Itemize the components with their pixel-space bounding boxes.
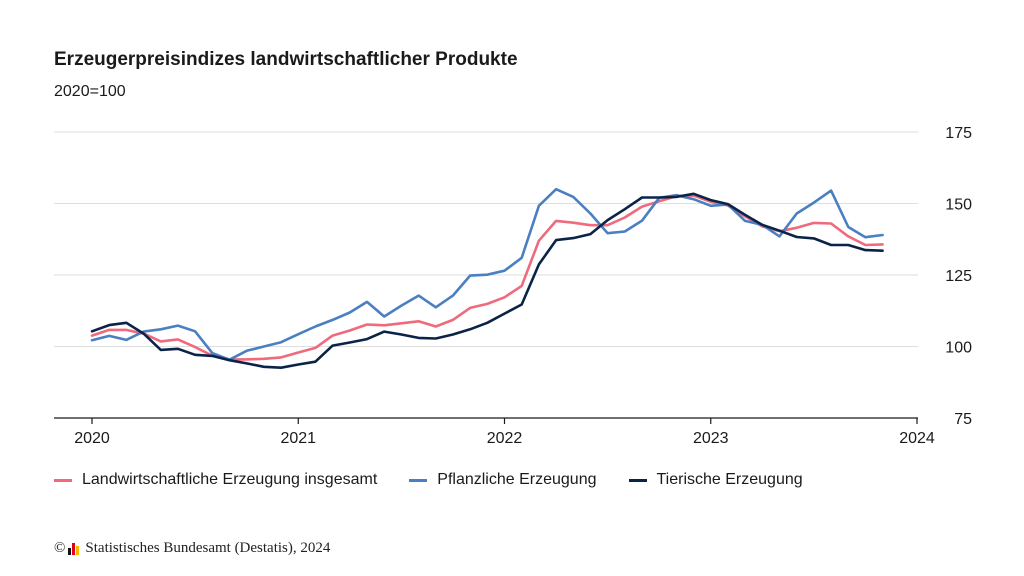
legend-label: Landwirtschaftliche Erzeugung insgesamt [82,471,378,488]
legend-item-pflanzlich[interactable]: Pflanzliche Erzeugung [409,471,597,489]
legend-label: Tierische Erzeugung [656,471,803,488]
series-line-1 [90,187,884,362]
legend-swatch [628,478,647,482]
axes [54,417,918,424]
legend-label: Pflanzliche Erzeugung [437,471,597,488]
x-tick-label-2023: 2023 [693,430,729,447]
y-tick-label-100: 100 [945,340,972,357]
series-line-0 [90,194,884,361]
y-tick-label-75: 75 [954,411,972,428]
copyright-symbol: © [54,540,66,556]
y-tick-label-150: 150 [945,197,972,214]
destatis-logo-icon [68,542,80,555]
x-tick-label-2020: 2020 [74,430,110,447]
x-tick-label-2021: 2021 [280,430,316,447]
legend-item-tierisch[interactable]: Tierische Erzeugung [628,471,803,489]
chart-title: Erzeugerpreisindizes landwirtschaftliche… [54,49,518,70]
y-tick-label-125: 125 [945,268,972,285]
source-footer: © Statistisches Bundesamt (Destatis), 20… [54,540,330,557]
legend-swatch [409,478,428,482]
x-tick-label-2022: 2022 [487,430,523,447]
tick-labels: 75 100 125 150 175 2020 2021 2022 2023 2024 [74,125,972,447]
series-line-2 [90,192,884,370]
source-text: Statistisches Bundesamt (Destatis), 2024 [85,540,331,556]
grid-lines [54,131,918,347]
chart-subtitle: 2020=100 [54,83,126,100]
legend-item-insgesamt[interactable]: Landwirtschaftliche Erzeugung insgesamt [54,471,377,489]
legend: Landwirtschaftliche Erzeugung insgesamt … [54,471,835,489]
x-tick-label-2024: 2024 [899,430,935,447]
series-lines [90,187,884,370]
legend-swatch [54,478,72,482]
y-tick-label-175: 175 [945,125,972,142]
